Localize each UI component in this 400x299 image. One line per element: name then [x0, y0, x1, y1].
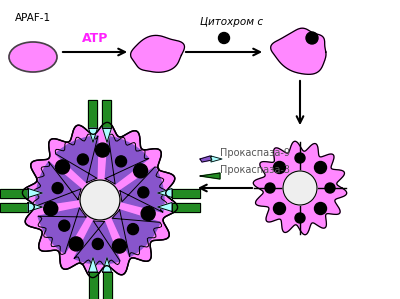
Circle shape [218, 33, 230, 43]
Polygon shape [271, 28, 326, 74]
Polygon shape [120, 167, 164, 212]
Circle shape [96, 143, 110, 157]
Polygon shape [36, 162, 81, 206]
Polygon shape [112, 210, 160, 257]
Polygon shape [102, 100, 112, 128]
Circle shape [325, 183, 335, 193]
Polygon shape [158, 188, 172, 198]
Polygon shape [28, 188, 42, 198]
Text: ATP: ATP [82, 31, 108, 45]
Polygon shape [172, 188, 200, 198]
Polygon shape [211, 156, 222, 162]
Circle shape [44, 202, 58, 216]
Polygon shape [28, 202, 42, 211]
Circle shape [265, 183, 275, 193]
Circle shape [69, 237, 83, 251]
Circle shape [295, 213, 305, 223]
Circle shape [274, 202, 286, 214]
Circle shape [128, 224, 138, 235]
Polygon shape [38, 208, 86, 254]
Circle shape [283, 171, 317, 205]
Polygon shape [22, 122, 178, 277]
Circle shape [112, 239, 126, 253]
Polygon shape [102, 258, 112, 272]
Circle shape [141, 207, 155, 221]
Polygon shape [158, 202, 172, 211]
Circle shape [92, 238, 103, 249]
Polygon shape [130, 35, 184, 72]
Polygon shape [200, 173, 220, 179]
Polygon shape [105, 137, 149, 184]
Polygon shape [172, 202, 200, 211]
Circle shape [80, 180, 120, 220]
Polygon shape [88, 258, 98, 272]
Polygon shape [88, 128, 98, 142]
Text: Цитохром c: Цитохром c [200, 17, 264, 27]
Circle shape [56, 160, 70, 174]
Text: Прокаспаза-3: Прокаспаза-3 [220, 165, 290, 175]
Circle shape [295, 153, 305, 163]
Polygon shape [102, 272, 112, 299]
Polygon shape [0, 188, 28, 198]
Circle shape [52, 183, 63, 193]
Circle shape [59, 220, 70, 231]
Polygon shape [74, 221, 120, 264]
Circle shape [274, 161, 286, 173]
Polygon shape [56, 136, 98, 183]
Circle shape [138, 187, 149, 198]
Ellipse shape [9, 42, 57, 72]
Circle shape [306, 32, 318, 44]
Circle shape [314, 202, 326, 214]
Text: APAF-1: APAF-1 [15, 13, 51, 23]
Text: Прокаспаза-9: Прокаспаза-9 [220, 148, 290, 158]
Polygon shape [88, 272, 98, 299]
Circle shape [78, 154, 88, 165]
Polygon shape [253, 141, 347, 235]
Polygon shape [88, 100, 98, 128]
Circle shape [116, 156, 126, 167]
Polygon shape [102, 128, 112, 142]
Circle shape [134, 164, 148, 178]
Polygon shape [200, 156, 212, 162]
Circle shape [314, 161, 326, 173]
Polygon shape [0, 202, 28, 211]
